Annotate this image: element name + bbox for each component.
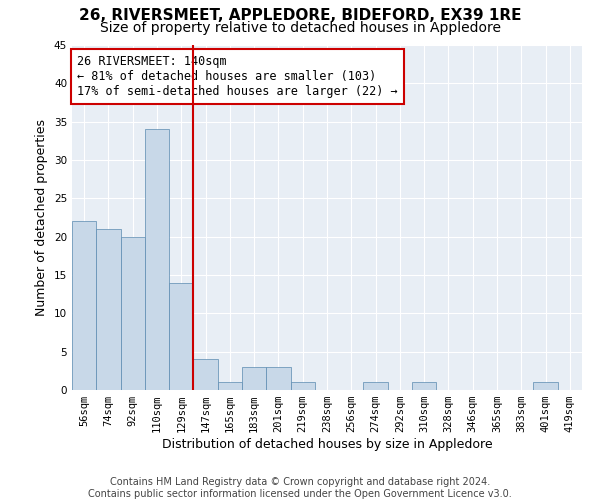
Bar — [533, 382, 558, 390]
Bar — [266, 367, 290, 390]
Bar — [169, 282, 193, 390]
Bar — [121, 236, 145, 390]
Text: Size of property relative to detached houses in Appledore: Size of property relative to detached ho… — [100, 21, 500, 35]
Bar — [290, 382, 315, 390]
Text: Contains HM Land Registry data © Crown copyright and database right 2024.
Contai: Contains HM Land Registry data © Crown c… — [88, 478, 512, 499]
Bar — [218, 382, 242, 390]
Bar — [364, 382, 388, 390]
Text: 26 RIVERSMEET: 140sqm
← 81% of detached houses are smaller (103)
17% of semi-det: 26 RIVERSMEET: 140sqm ← 81% of detached … — [77, 56, 398, 98]
Bar — [242, 367, 266, 390]
Y-axis label: Number of detached properties: Number of detached properties — [35, 119, 49, 316]
Bar — [145, 130, 169, 390]
Text: 26, RIVERSMEET, APPLEDORE, BIDEFORD, EX39 1RE: 26, RIVERSMEET, APPLEDORE, BIDEFORD, EX3… — [79, 8, 521, 22]
X-axis label: Distribution of detached houses by size in Appledore: Distribution of detached houses by size … — [161, 438, 493, 451]
Bar — [96, 229, 121, 390]
Bar — [193, 360, 218, 390]
Bar — [412, 382, 436, 390]
Bar — [72, 222, 96, 390]
